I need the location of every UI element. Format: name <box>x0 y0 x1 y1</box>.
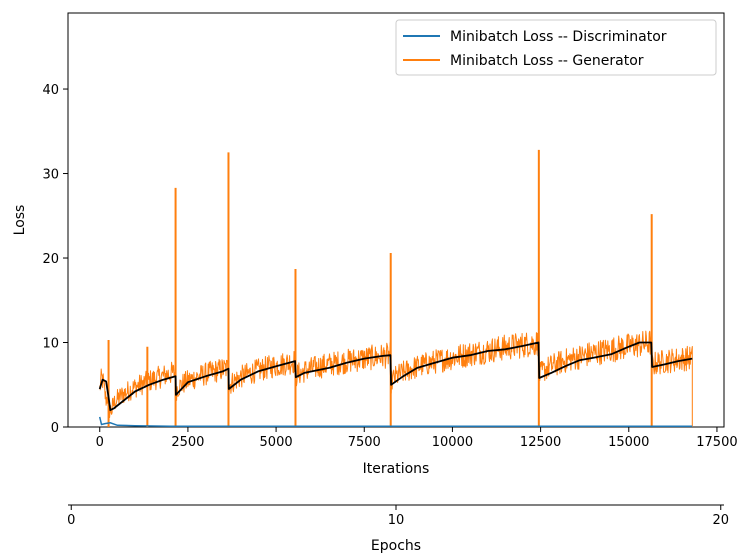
series-layer <box>98 149 693 427</box>
legend-box <box>395 19 717 76</box>
legend-label-generator: Minibatch Loss -- Generator <box>450 53 644 69</box>
y-axis-label: Loss <box>12 205 28 236</box>
x-tick-label: 5000 <box>260 435 293 450</box>
x-tick-label: 15000 <box>608 435 649 450</box>
y-tick-label: 20 <box>42 252 59 267</box>
legend-label-discriminator: Minibatch Loss -- Discriminator <box>450 29 667 45</box>
epochs-axis-label: Epochs <box>371 538 421 554</box>
epoch-tick-label: 10 <box>388 513 405 528</box>
x-tick-label: 17500 <box>696 435 737 450</box>
x-tick-label: 10000 <box>432 435 473 450</box>
x-axis-ticks: 0 2500 5000 7500 10000 12500 15000 17500 <box>96 427 738 450</box>
discriminator-loss-line <box>98 416 693 427</box>
y-tick-label: 30 <box>42 168 59 183</box>
y-tick-label: 40 <box>42 83 59 98</box>
y-tick-label: 10 <box>42 337 59 352</box>
x-tick-label: 7500 <box>348 435 381 450</box>
y-tick-label: 0 <box>51 421 59 436</box>
epoch-tick-label: 0 <box>67 513 75 528</box>
x-tick-label: 2500 <box>171 435 204 450</box>
epoch-tick-label: 20 <box>712 513 729 528</box>
epochs-axis-ticks: 0 10 20 <box>67 505 729 528</box>
y-axis-ticks: 0 10 20 30 40 <box>42 83 68 436</box>
x-tick-label: 0 <box>96 435 104 450</box>
legend: Minibatch Loss -- Discriminator Minibatc… <box>395 19 717 76</box>
x-axis-label: Iterations <box>363 461 430 477</box>
running-average-line <box>98 341 693 411</box>
x-tick-label: 12500 <box>520 435 561 450</box>
